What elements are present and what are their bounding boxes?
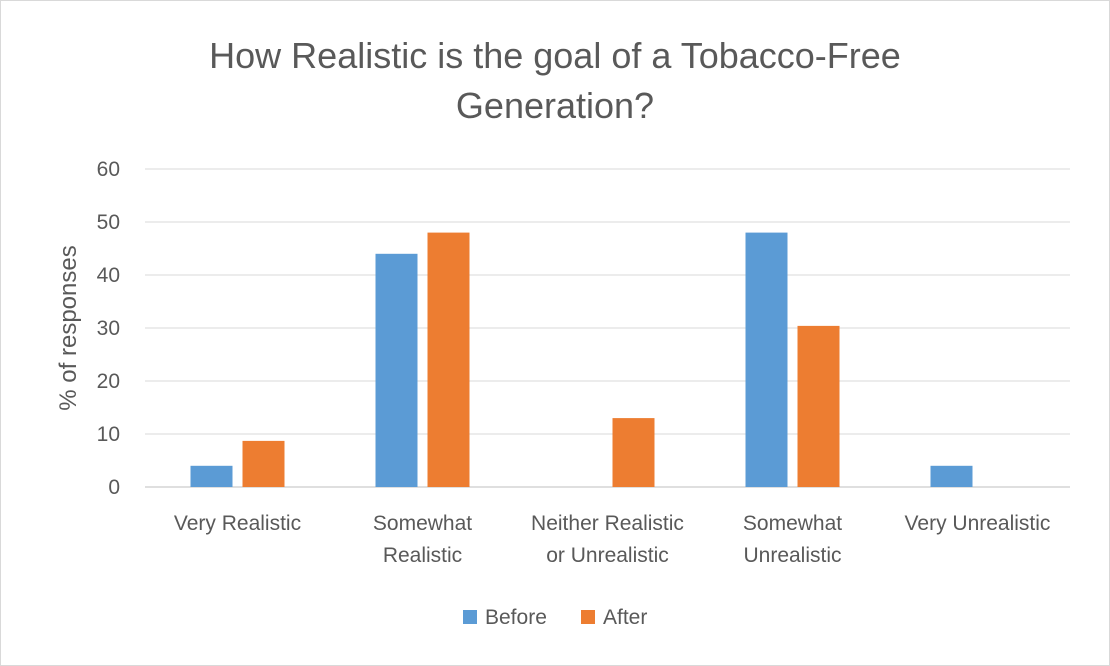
x-axis-categories: Very Realistic Somewhat Realistic Neither R… <box>174 512 1051 567</box>
y-tick-label: 60 <box>97 158 120 181</box>
x-category-label: Somewhat <box>373 512 472 535</box>
chart-title-line: How Realistic is the goal of a Tobacco-F… <box>209 35 901 76</box>
bar-after-1 <box>427 232 470 487</box>
y-tick-label: 40 <box>97 264 120 287</box>
bars <box>190 232 973 487</box>
y-tick-label: 0 <box>108 476 120 499</box>
chart-title-line: Generation? <box>456 85 654 126</box>
legend: Before After <box>463 606 647 629</box>
legend-swatch-before <box>463 610 477 624</box>
legend-label-after: After <box>603 606 647 629</box>
x-category-label: Unrealistic <box>743 544 841 567</box>
bar-before-4 <box>930 465 973 487</box>
bar-after-0 <box>242 440 285 487</box>
legend-swatch-after <box>581 610 595 624</box>
chart-title: How Realistic is the goal of a Tobacco-F… <box>209 35 901 126</box>
legend-label-before: Before <box>485 606 547 629</box>
gridlines <box>145 168 1070 488</box>
y-tick-label: 20 <box>97 370 120 393</box>
bar-before-1 <box>375 253 418 487</box>
y-tick-label: 50 <box>97 211 120 234</box>
y-axis-title: % of responses <box>55 245 82 410</box>
x-category-label: or Unrealistic <box>546 544 669 567</box>
x-category-label: Very Realistic <box>174 512 301 535</box>
x-category-label: Somewhat <box>743 512 842 535</box>
x-category-label: Neither Realistic <box>531 512 684 535</box>
y-axis-ticks: 0 10 20 30 40 50 60 <box>97 158 120 499</box>
bar-before-3 <box>745 232 788 487</box>
bar-after-3 <box>797 325 840 487</box>
y-tick-label: 30 <box>97 317 120 340</box>
x-category-label: Realistic <box>383 544 462 567</box>
bar-before-0 <box>190 465 233 487</box>
x-category-label: Very Unrealistic <box>905 512 1051 535</box>
bar-after-2 <box>612 418 655 487</box>
y-tick-label: 10 <box>97 423 120 446</box>
